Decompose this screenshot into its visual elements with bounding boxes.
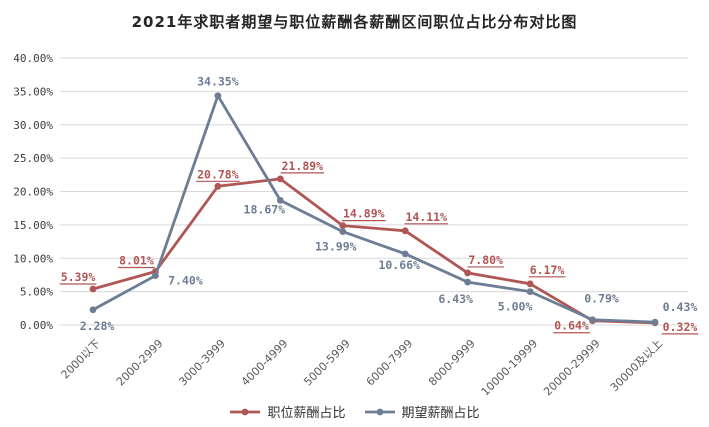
data-label: 2.28% bbox=[80, 319, 115, 333]
data-label: 6.43% bbox=[438, 292, 473, 306]
y-tick-label: 35.00% bbox=[13, 85, 53, 98]
data-point bbox=[214, 182, 222, 190]
data-point bbox=[89, 306, 97, 314]
legend-item-position-salary[interactable]: 职位薪酬占比 bbox=[229, 402, 346, 421]
data-label: 7.80% bbox=[468, 253, 503, 267]
y-tick-label: 25.00% bbox=[13, 152, 53, 165]
legend: 职位薪酬占比 期望薪酬占比 bbox=[0, 402, 709, 421]
y-tick-label: 20.00% bbox=[13, 186, 53, 199]
data-label: 5.00% bbox=[498, 300, 533, 314]
data-point bbox=[401, 250, 409, 258]
y-tick-label: 0.00% bbox=[20, 319, 53, 332]
y-tick-label: 15.00% bbox=[13, 219, 53, 232]
legend-marker-position-salary-icon bbox=[230, 408, 261, 415]
y-tick-label: 30.00% bbox=[13, 119, 53, 132]
x-category-label: 2000以下 bbox=[59, 337, 104, 382]
data-label: 0.79% bbox=[584, 292, 619, 306]
data-point bbox=[526, 288, 534, 296]
data-point bbox=[464, 269, 472, 277]
series-line-1 bbox=[91, 94, 657, 324]
data-point bbox=[276, 196, 284, 204]
data-point bbox=[339, 228, 347, 236]
x-category-label: 3000-3999 bbox=[176, 337, 228, 389]
data-point bbox=[401, 227, 409, 235]
data-label: 18.67% bbox=[244, 202, 286, 216]
x-category-label: 6000-7999 bbox=[364, 337, 416, 389]
data-label: 6.17% bbox=[530, 263, 565, 277]
data-label: 0.43% bbox=[663, 300, 698, 314]
data-point bbox=[276, 175, 284, 183]
data-label: 21.89% bbox=[282, 159, 324, 173]
x-category-label: 4000-4999 bbox=[239, 337, 291, 389]
data-label: 0.32% bbox=[663, 320, 698, 334]
x-category-label: 20000-29999 bbox=[541, 337, 602, 398]
data-label: 8.01% bbox=[119, 254, 154, 268]
x-category-label: 10000-19999 bbox=[479, 337, 540, 398]
data-point bbox=[339, 222, 347, 230]
x-category-label: 8000-9999 bbox=[426, 337, 478, 389]
data-point bbox=[526, 280, 534, 288]
y-tick-label: 10.00% bbox=[13, 252, 53, 265]
legend-label-expected-salary: 期望薪酬占比 bbox=[401, 406, 480, 421]
data-label: 20.78% bbox=[197, 167, 239, 181]
y-tick-label: 5.00% bbox=[20, 286, 53, 299]
series-line-0 bbox=[91, 177, 657, 325]
data-label: 0.64% bbox=[554, 319, 589, 333]
data-point bbox=[589, 316, 596, 324]
x-category-label: 2000-2999 bbox=[114, 337, 166, 389]
data-label: 10.66% bbox=[378, 258, 420, 272]
data-label: 5.39% bbox=[61, 270, 96, 284]
x-category-label: 30000及以上 bbox=[608, 337, 665, 394]
data-label: 34.35% bbox=[197, 75, 239, 89]
data-point bbox=[651, 318, 659, 326]
data-point bbox=[89, 285, 97, 293]
legend-item-expected-salary[interactable]: 期望薪酬占比 bbox=[364, 402, 480, 421]
data-label: 7.40% bbox=[168, 274, 203, 288]
data-point bbox=[214, 92, 222, 100]
legend-marker-expected-salary-icon bbox=[364, 408, 395, 415]
x-category-label: 5000-5999 bbox=[301, 337, 353, 389]
y-tick-label: 40.00% bbox=[13, 52, 53, 65]
data-label: 14.89% bbox=[343, 207, 385, 221]
data-point bbox=[464, 278, 472, 286]
chart-title: 2021年求职者期望与职位薪酬各薪酬区间职位占比分布对比图 bbox=[131, 13, 578, 31]
data-label: 13.99% bbox=[315, 240, 357, 254]
data-label: 14.11% bbox=[405, 210, 447, 224]
legend-label-position-salary: 职位薪酬占比 bbox=[267, 406, 346, 421]
data-point bbox=[152, 272, 159, 280]
